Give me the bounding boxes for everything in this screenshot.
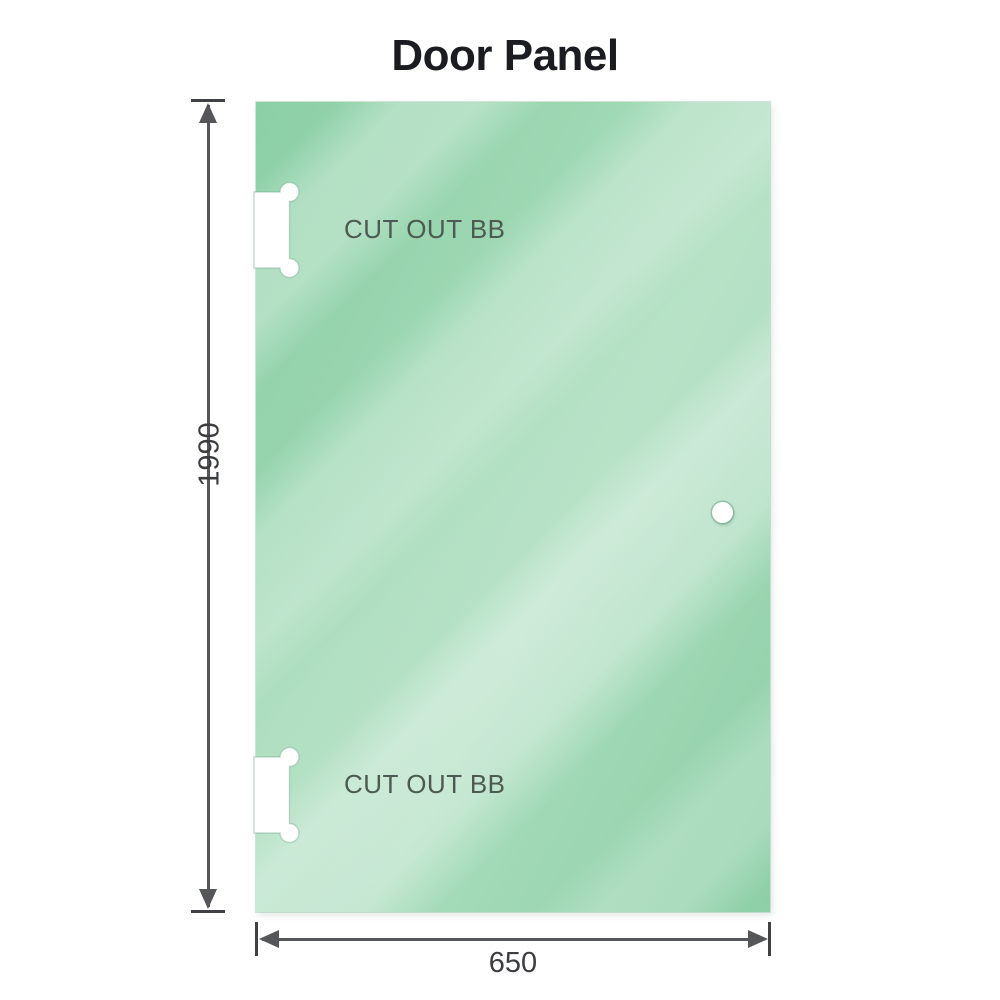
arrow-right-icon	[748, 930, 768, 948]
cutout-notch-shape	[253, 746, 300, 844]
dim-tick-bottom	[191, 910, 225, 913]
glass-sheen-overlay	[256, 102, 770, 912]
dim-tick-right	[768, 922, 771, 956]
arrow-down-icon	[199, 889, 217, 909]
dim-tick-top	[191, 99, 225, 102]
glass-door-panel: CUT OUT BB CUT OUT BB	[253, 102, 770, 912]
dimension-line-height	[206, 105, 210, 907]
dim-tick-left	[255, 922, 258, 956]
cutout-notch-lower	[253, 746, 300, 844]
dimension-label-height: 1990	[193, 422, 226, 487]
cutout-label-upper: CUT OUT BB	[344, 214, 506, 244]
cutout-notch-upper	[253, 181, 300, 279]
dimension-label-width: 650	[488, 947, 538, 979]
handle-hole	[712, 502, 733, 523]
cutout-label-lower: CUT OUT BB	[344, 769, 506, 799]
cutout-notch-shape	[253, 181, 300, 279]
page-title: Door Panel	[391, 31, 619, 80]
dimension-line-width	[262, 937, 750, 941]
